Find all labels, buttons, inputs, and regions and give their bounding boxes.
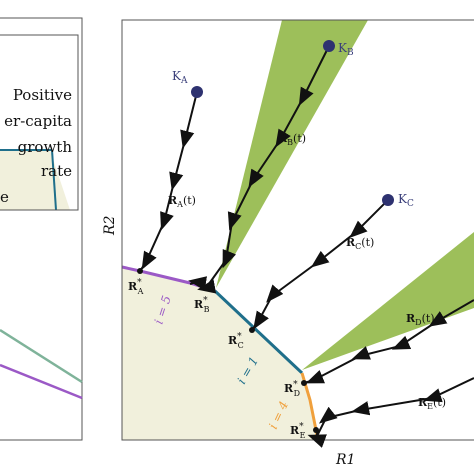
legend-line-4: rate	[41, 162, 72, 180]
equilibrium-label-a: R* A	[128, 278, 144, 296]
supply-point-b	[323, 40, 335, 52]
trajectory-c	[251, 199, 389, 331]
equilibrium-dot-b	[203, 285, 209, 291]
y-axis-label: R2	[102, 215, 118, 236]
left-region-right-edge	[51, 149, 57, 211]
right-plot-frame	[121, 19, 474, 441]
supply-label-b: KB	[338, 41, 354, 58]
equilibrium-dot-a	[137, 268, 143, 274]
equilibrium-dot-d	[301, 380, 307, 386]
trajectory-d	[303, 299, 474, 384]
left-line-teal	[0, 328, 83, 384]
legend-line-3: growth	[18, 138, 73, 156]
equilibrium-label-b: R* B	[194, 296, 210, 314]
trajectory-b	[188, 45, 330, 294]
left-growth-region	[0, 150, 70, 210]
trajectories	[139, 45, 474, 448]
left-line-purple	[0, 363, 83, 400]
curve-i1	[213, 289, 304, 375]
equilibrium-dot-e	[313, 427, 319, 433]
feasible-region	[122, 267, 318, 440]
trajectory-label-d: RD(t)	[406, 312, 435, 327]
equilibrium-label-d: R* D	[284, 380, 300, 398]
left-plot-frame	[0, 17, 83, 441]
left-legend-box	[0, 34, 79, 211]
trajectory-label-b: RB(t)	[278, 132, 306, 147]
legend-partial-text: e	[0, 188, 9, 206]
trajectory-e	[307, 377, 474, 448]
legend-line-1: Positive	[13, 86, 72, 104]
x-axis-label: R1	[335, 452, 355, 468]
equilibrium-label-c: R* C	[228, 332, 244, 350]
trajectory-a	[139, 91, 198, 272]
supply-label-c: KC	[398, 192, 414, 209]
trajectory-label-a: RA(t)	[168, 194, 196, 209]
supply-point-a	[191, 86, 203, 98]
equilibrium-label-e: R* E	[290, 422, 306, 440]
equilibrium-dot-c	[249, 327, 255, 333]
trajectory-label-e: RE(t)	[418, 396, 446, 411]
left-panel: Positive er-capita growth rate e	[0, 17, 83, 441]
supply-label-a: KA	[172, 69, 188, 86]
supply-point-c	[382, 194, 394, 206]
legend-line-2: er-capita	[4, 112, 72, 130]
right-panel: KA KB KC RA(t) RB(t) RC(t) RD(t) RE(t) R…	[102, 19, 474, 468]
trajectory-label-c: RC(t)	[346, 236, 374, 251]
